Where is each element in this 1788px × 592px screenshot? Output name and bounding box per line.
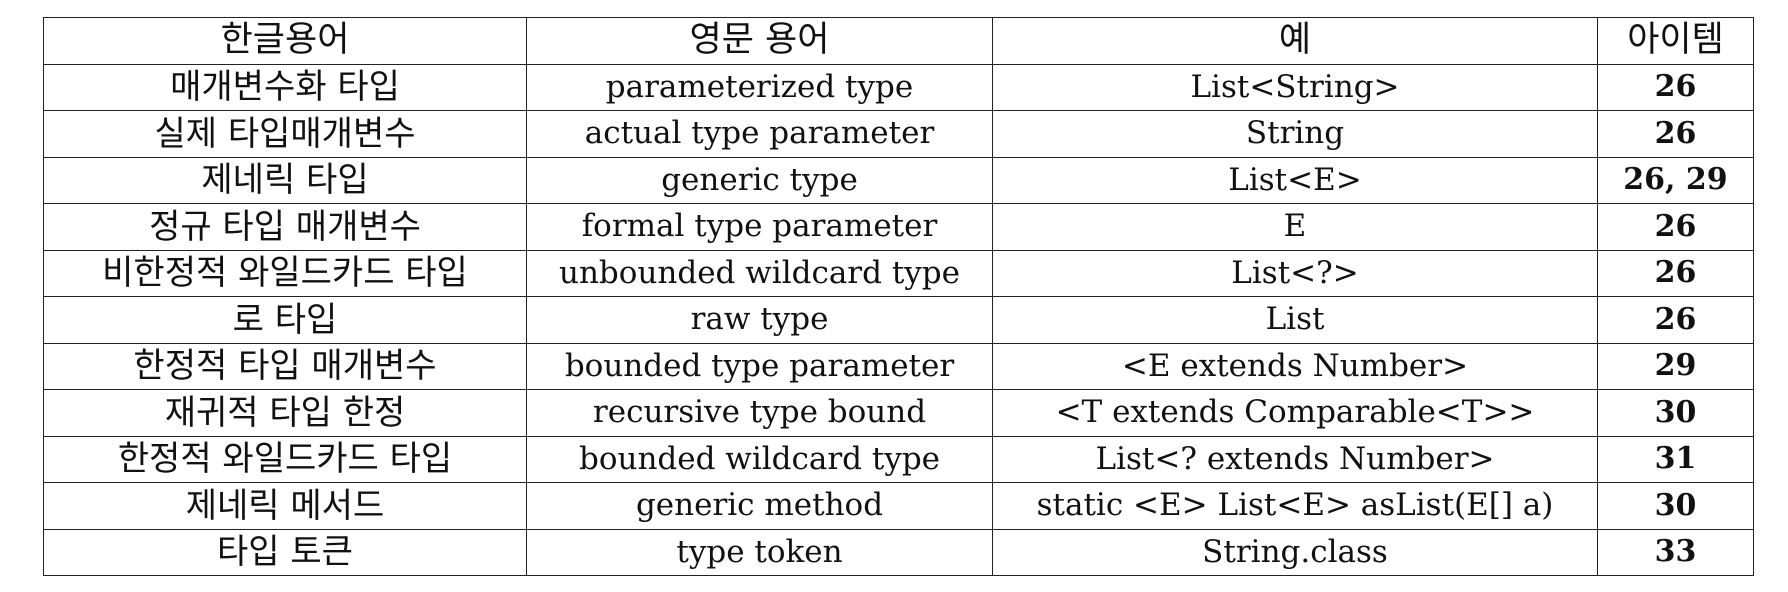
cell-english-term: parameterized type [526,63,993,111]
cell-item: 26 [1597,249,1754,297]
cell-example: String.class [992,528,1598,576]
cell-item: 31 [1597,435,1754,483]
cell-english-term: generic type [526,156,993,204]
cell-english-term: bounded type parameter [526,342,993,390]
cell-item: 30 [1597,389,1754,437]
cell-english-term: bounded wildcard type [526,435,993,483]
cell-example: List<? extends Number> [992,435,1598,483]
cell-example: <E extends Number> [992,342,1598,390]
cell-english-term: actual type parameter [526,110,993,158]
cell-english-term: type token [526,528,993,576]
cell-english-term: raw type [526,296,993,344]
cell-english-term: unbounded wildcard type [526,249,993,297]
cell-item: 29 [1597,342,1754,390]
cell-korean-term: 타입 토큰 [43,528,527,576]
header-english-term: 영문 용어 [526,17,993,65]
table-row: 정규 타입 매개변수 formal type parameter E 26 [43,203,1754,251]
table-row: 제네릭 타입 generic type List<E> 26, 29 [43,156,1754,204]
cell-example: List<E> [992,156,1598,204]
cell-example: List [992,296,1598,344]
cell-example: static <E> List<E> asList(E[] a) [992,482,1598,530]
cell-korean-term: 매개변수화 타입 [43,63,527,111]
cell-item: 26 [1597,63,1754,111]
table-row: 타입 토큰 type token String.class 33 [43,528,1754,576]
header-korean-term: 한글용어 [43,17,527,65]
cell-example: E [992,203,1598,251]
cell-english-term: generic method [526,482,993,530]
header-item: 아이템 [1597,17,1754,65]
cell-korean-term: 비한정적 와일드카드 타입 [43,249,527,297]
cell-example: String [992,110,1598,158]
table-header-row: 한글용어 영문 용어 예 아이템 [43,17,1754,65]
generics-terms-table-wrapper: 한글용어 영문 용어 예 아이템 매개변수화 타입 parameterized … [43,17,1754,576]
cell-example: <T extends Comparable<T>> [992,389,1598,437]
table-row: 매개변수화 타입 parameterized type List<String>… [43,63,1754,111]
cell-korean-term: 정규 타입 매개변수 [43,203,527,251]
cell-english-term: recursive type bound [526,389,993,437]
table-row: 비한정적 와일드카드 타입 unbounded wildcard type Li… [43,249,1754,297]
generics-terms-table: 한글용어 영문 용어 예 아이템 매개변수화 타입 parameterized … [43,17,1754,576]
cell-example: List<?> [992,249,1598,297]
table-row: 한정적 와일드카드 타입 bounded wildcard type List<… [43,435,1754,483]
cell-korean-term: 한정적 타입 매개변수 [43,342,527,390]
table-row: 한정적 타입 매개변수 bounded type parameter <E ex… [43,342,1754,390]
cell-korean-term: 실제 타입매개변수 [43,110,527,158]
cell-item: 26 [1597,296,1754,344]
table-row: 재귀적 타입 한정 recursive type bound <T extend… [43,389,1754,437]
cell-item: 26, 29 [1597,156,1754,204]
cell-item: 26 [1597,110,1754,158]
table-row: 실제 타입매개변수 actual type parameter String 2… [43,110,1754,158]
cell-korean-term: 제네릭 메서드 [43,482,527,530]
cell-korean-term: 제네릭 타입 [43,156,527,204]
cell-item: 26 [1597,203,1754,251]
table-row: 로 타입 raw type List 26 [43,296,1754,344]
table-row: 제네릭 메서드 generic method static <E> List<E… [43,482,1754,530]
cell-english-term: formal type parameter [526,203,993,251]
cell-example: List<String> [992,63,1598,111]
cell-item: 30 [1597,482,1754,530]
cell-item: 33 [1597,528,1754,576]
cell-korean-term: 로 타입 [43,296,527,344]
cell-korean-term: 재귀적 타입 한정 [43,389,527,437]
header-example: 예 [992,17,1598,65]
cell-korean-term: 한정적 와일드카드 타입 [43,435,527,483]
